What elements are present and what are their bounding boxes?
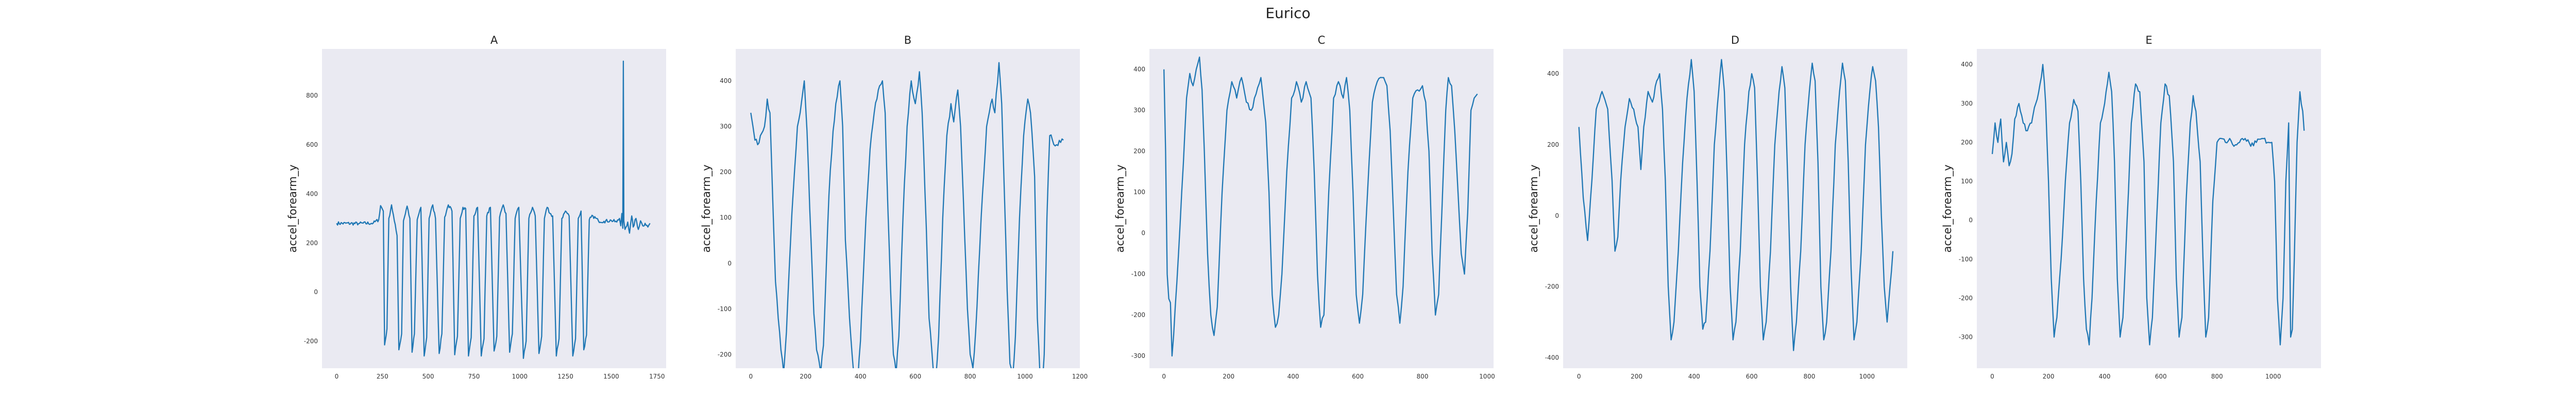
x-tick-label: 800 xyxy=(1417,373,1429,380)
plot-area xyxy=(1149,49,1494,368)
x-tick-label: 200 xyxy=(1631,373,1642,380)
y-tick-label: 0 xyxy=(1969,217,1973,224)
series-line xyxy=(750,62,1064,368)
y-tick-label: -100 xyxy=(1131,270,1145,278)
y-tick-label: 200 xyxy=(720,168,732,176)
y-tick-label: 400 xyxy=(306,190,318,197)
y-tick-label: 300 xyxy=(1133,107,1145,114)
y-axis-label: accel_forearm_y xyxy=(1114,164,1127,252)
x-tick-label: 1000 xyxy=(2265,373,2281,380)
y-tick-label: -200 xyxy=(1131,312,1145,319)
x-tick-label: 750 xyxy=(468,373,480,380)
x-tick-label: 1250 xyxy=(557,373,573,380)
y-tick-label: 800 xyxy=(306,92,318,99)
y-tick-label: -300 xyxy=(1131,352,1145,359)
y-tick-label: -100 xyxy=(1959,255,1973,263)
x-tick-label: 600 xyxy=(909,373,921,380)
series-line xyxy=(1578,59,1894,351)
y-tick-label: 200 xyxy=(1133,148,1145,155)
y-tick-label: -200 xyxy=(304,338,318,345)
series-line xyxy=(336,60,651,359)
x-tick-label: 1500 xyxy=(603,373,619,380)
y-tick-label: 600 xyxy=(306,141,318,148)
x-tick-label: 200 xyxy=(1223,373,1234,380)
x-tick-label: 0 xyxy=(1577,373,1581,380)
x-tick-label: 1000 xyxy=(1017,373,1033,380)
x-tick-label: 600 xyxy=(1352,373,1364,380)
y-tick-label: 0 xyxy=(1141,230,1145,237)
y-tick-label: 400 xyxy=(1547,70,1559,77)
plot-area xyxy=(736,49,1080,368)
y-tick-label: -400 xyxy=(1545,354,1559,361)
plot-area xyxy=(322,49,666,368)
y-tick-label: 400 xyxy=(720,77,732,84)
y-tick-label: 0 xyxy=(727,260,732,267)
y-tick-label: -200 xyxy=(1959,295,1973,302)
x-tick-label: 0 xyxy=(1162,373,1166,380)
x-tick-label: 0 xyxy=(1990,373,1994,380)
x-tick-label: 400 xyxy=(2099,373,2111,380)
y-axis-label: accel_forearm_y xyxy=(1941,164,1954,252)
y-tick-label: 0 xyxy=(1555,212,1559,219)
y-tick-label: 0 xyxy=(314,288,318,296)
y-tick-label: 200 xyxy=(1547,141,1559,148)
y-axis-label: accel_forearm_y xyxy=(1528,164,1540,252)
x-tick-label: 200 xyxy=(800,373,811,380)
plot-area xyxy=(1563,49,1907,368)
panel-title: C xyxy=(1318,34,1326,46)
x-tick-label: 1000 xyxy=(1859,373,1875,380)
x-tick-label: 600 xyxy=(2155,373,2167,380)
x-tick-label: 600 xyxy=(1746,373,1758,380)
y-tick-label: 100 xyxy=(1961,178,1973,185)
y-tick-label: -100 xyxy=(718,305,732,313)
x-tick-label: 500 xyxy=(422,373,434,380)
panel-title: B xyxy=(904,34,911,46)
y-tick-label: 400 xyxy=(1961,61,1973,68)
series-line xyxy=(1163,56,1478,357)
x-tick-label: 1000 xyxy=(512,373,528,380)
x-tick-label: 1750 xyxy=(649,373,665,380)
y-axis-label: accel_forearm_y xyxy=(286,164,299,252)
y-tick-label: -300 xyxy=(1959,334,1973,341)
x-tick-label: 0 xyxy=(749,373,753,380)
x-tick-label: 0 xyxy=(335,373,339,380)
panel-title: D xyxy=(1731,34,1739,46)
y-tick-label: 100 xyxy=(720,214,732,221)
x-tick-label: 400 xyxy=(1688,373,1700,380)
y-tick-label: 100 xyxy=(1133,188,1145,196)
x-tick-label: 800 xyxy=(1803,373,1815,380)
series-line xyxy=(1991,64,2305,346)
panel-title: E xyxy=(2145,34,2152,46)
y-tick-label: 300 xyxy=(720,123,732,130)
figure-title: Eurico xyxy=(1265,5,1310,22)
x-tick-label: 800 xyxy=(2211,373,2223,380)
x-tick-label: 1000 xyxy=(1479,373,1495,380)
y-tick-label: 200 xyxy=(306,239,318,247)
x-tick-label: 400 xyxy=(1287,373,1299,380)
x-tick-label: 400 xyxy=(855,373,867,380)
plot-area xyxy=(1977,49,2321,368)
y-tick-label: 200 xyxy=(1961,139,1973,146)
x-tick-label: 250 xyxy=(377,373,388,380)
x-tick-label: 200 xyxy=(2043,373,2055,380)
x-tick-label: 800 xyxy=(964,373,976,380)
panel-title: A xyxy=(490,34,498,46)
y-tick-label: 400 xyxy=(1133,66,1145,73)
y-axis-label: accel_forearm_y xyxy=(700,164,713,252)
y-tick-label: -200 xyxy=(718,351,732,358)
x-tick-label: 1200 xyxy=(1072,373,1088,380)
y-tick-label: -200 xyxy=(1545,283,1559,290)
y-tick-label: 300 xyxy=(1961,100,1973,107)
